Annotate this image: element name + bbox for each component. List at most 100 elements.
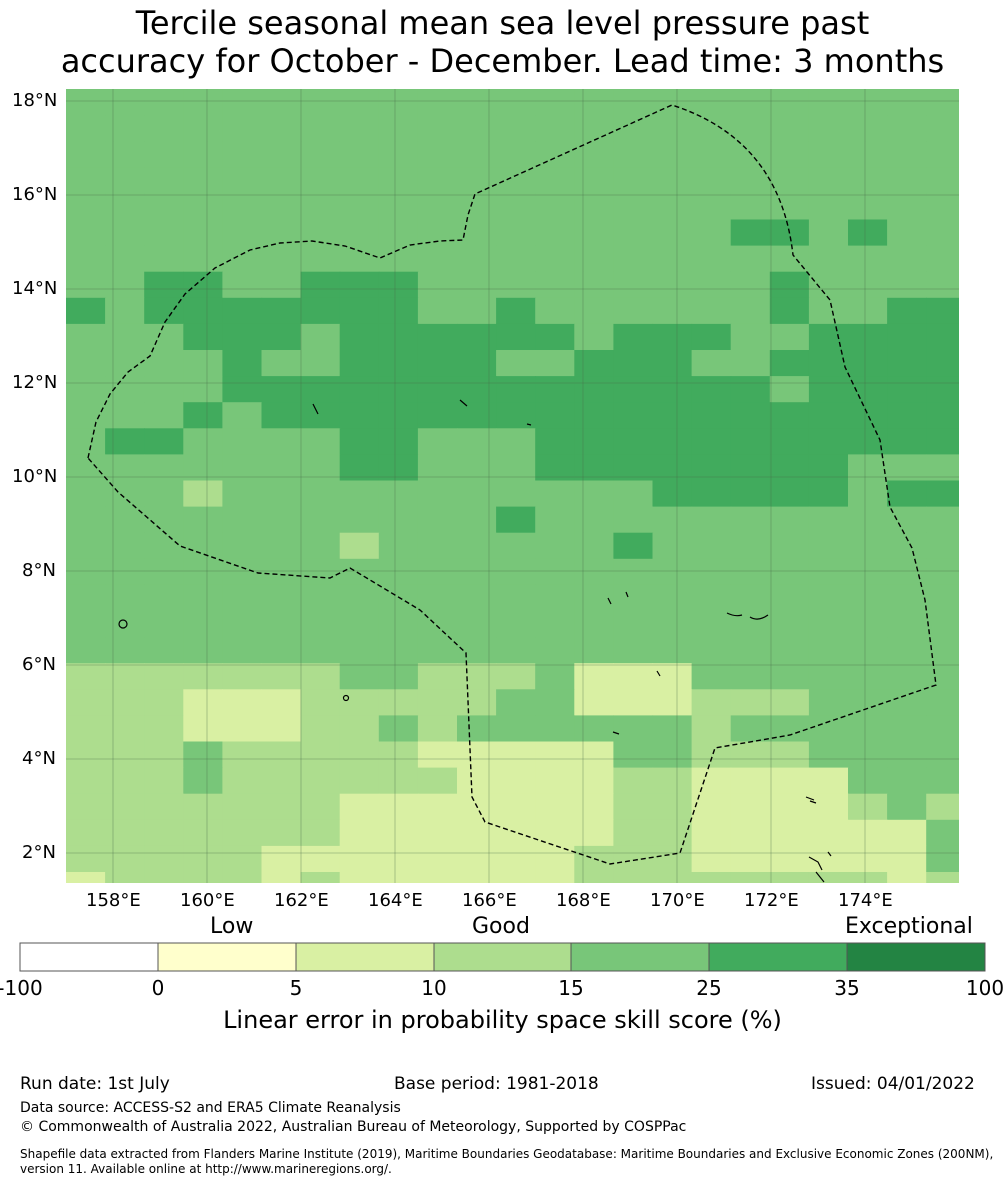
grid-cell <box>300 584 341 612</box>
grid-cell <box>66 480 106 508</box>
grid-cell <box>808 454 849 482</box>
grid-cell <box>652 323 693 351</box>
grid-cell <box>378 532 419 560</box>
grid-cell <box>144 141 184 168</box>
grid-cell <box>66 872 106 883</box>
grid-cell <box>496 715 536 743</box>
grid-cell <box>457 872 497 883</box>
grid-cell <box>652 819 693 847</box>
grid-cell <box>769 558 810 586</box>
lon-label: 160°E <box>180 890 235 911</box>
grid-cell <box>613 350 654 377</box>
grid-cell <box>652 89 693 116</box>
grid-cell <box>222 219 263 247</box>
grid-cell <box>105 506 145 534</box>
grid-cell <box>300 741 341 769</box>
grid-cell <box>808 845 849 873</box>
grid-cell <box>457 611 497 638</box>
grid-cell <box>926 297 959 325</box>
grid-cell <box>887 271 927 299</box>
grid-cell <box>105 428 145 455</box>
grid-cell <box>66 167 106 194</box>
grid-cell <box>261 193 302 221</box>
skill-score-grid <box>66 89 959 883</box>
grid-cell <box>574 532 614 560</box>
grid-cell <box>652 193 693 221</box>
grid-cell <box>808 402 849 429</box>
grid-cell <box>574 689 614 716</box>
grid-cell <box>769 323 810 351</box>
grid-cell <box>457 193 497 221</box>
grid-cell <box>144 271 184 299</box>
grid-cell <box>105 872 145 883</box>
grid-cell <box>926 89 959 116</box>
grid-cell <box>66 454 106 482</box>
grid-cell <box>144 584 184 612</box>
lat-label: 8°N <box>22 560 56 581</box>
grid-cell <box>613 480 654 508</box>
grid-cell <box>848 454 888 482</box>
grid-cell <box>144 167 184 194</box>
grid-cell <box>378 663 419 690</box>
grid-cell <box>691 532 732 560</box>
grid-cell <box>769 506 810 534</box>
grid-cell <box>457 428 497 455</box>
grid-cell <box>300 637 341 664</box>
grid-cell <box>417 872 458 883</box>
grid-cell <box>222 845 263 873</box>
grid-cell <box>613 323 654 351</box>
grid-cell <box>496 297 536 325</box>
grid-cell <box>848 480 888 508</box>
grid-cell <box>105 767 145 795</box>
grid-cell <box>808 663 849 690</box>
grid-cell <box>887 506 927 534</box>
grid-cell <box>66 376 106 403</box>
grid-cell <box>222 637 263 664</box>
grid-cell <box>417 819 458 847</box>
grid-cell <box>691 767 732 795</box>
grid-cell <box>339 297 380 325</box>
grid-cell <box>457 689 497 716</box>
grid-cell <box>66 350 106 377</box>
grid-cell <box>691 245 732 273</box>
grid-cell <box>105 689 145 716</box>
grid-cell <box>261 271 302 299</box>
grid-cell <box>339 741 380 769</box>
grid-cell <box>613 167 654 194</box>
grid-cell <box>457 845 497 873</box>
grid-cell <box>300 872 341 883</box>
grid-cell <box>574 872 614 883</box>
grid-cell <box>730 767 771 795</box>
colorbar-tick: -100 <box>0 976 43 1000</box>
grid-cell <box>848 741 888 769</box>
grid-cell <box>691 219 732 247</box>
grid-cell <box>496 480 536 508</box>
grid-cell <box>691 167 732 194</box>
grid-cell <box>183 637 223 664</box>
grid-cell <box>496 323 536 351</box>
grid-cell <box>105 167 145 194</box>
grid-cell <box>574 245 614 273</box>
grid-cell <box>417 89 458 116</box>
grid-cell <box>339 584 380 612</box>
grid-cell <box>613 845 654 873</box>
grid-cell <box>261 297 302 325</box>
grid-cell <box>535 845 575 873</box>
grid-cell <box>574 506 614 534</box>
grid-cell <box>887 663 927 690</box>
grid-cell <box>339 454 380 482</box>
grid-cell <box>848 845 888 873</box>
grid-cell <box>66 689 106 716</box>
grid-cell <box>66 428 106 455</box>
grid-cell <box>887 89 927 116</box>
grid-cell <box>496 167 536 194</box>
grid-cell <box>926 767 959 795</box>
grid-cell <box>535 193 575 221</box>
grid-cell <box>66 715 106 743</box>
grid-cell <box>339 323 380 351</box>
grid-cell <box>66 245 106 273</box>
grid-cell <box>808 689 849 716</box>
grid-cell <box>535 741 575 769</box>
grid-cell <box>730 872 771 883</box>
grid-cell <box>300 454 341 482</box>
